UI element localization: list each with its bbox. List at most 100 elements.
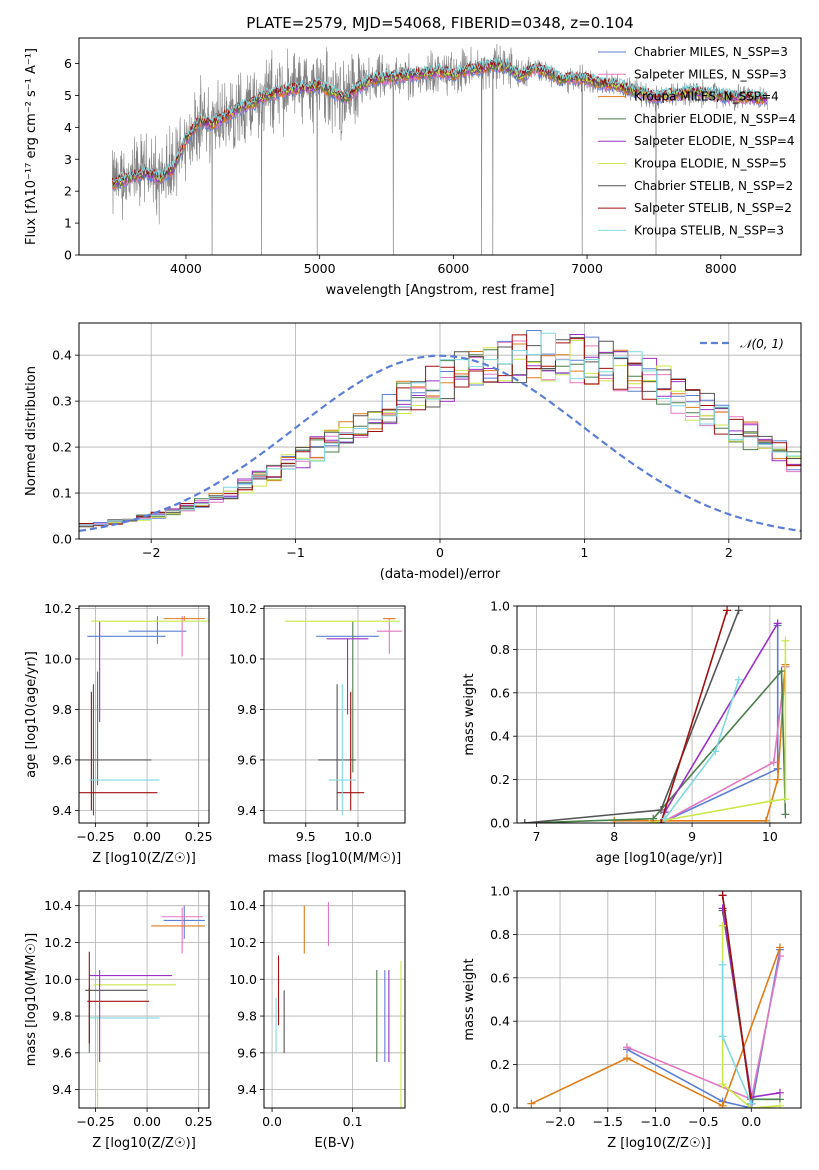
x-axis-label: Z [log10(Z/Z☉)]	[92, 851, 196, 866]
y-tick-label: 5	[64, 88, 72, 103]
y-tick-label: 2	[64, 184, 72, 199]
legend-label: Chabrier MILES, N_SSP=3	[634, 45, 788, 59]
panel-mass-vs-EBV: 0.0 0.1 9.4 9.6 9.8 10.0 10.2 10.4 E(B-V)	[229, 890, 406, 1151]
y-tick-label: 10.2	[229, 935, 257, 950]
y-tick-label: 10.2	[44, 601, 72, 616]
panel-residuals: −2 −1 0 1 2 0.0 0.1 0.2 0.3 0.4 (data-model)/error…	[24, 322, 802, 582]
y-tick-label: 9.4	[52, 1082, 72, 1097]
data-point-marker	[711, 747, 720, 756]
y-tick-label: 9.6	[237, 752, 257, 767]
legend-label: 𝒩(0, 1)	[740, 337, 784, 351]
plot-area-spectrum	[112, 43, 768, 255]
y-tick-label: 0.6	[490, 970, 510, 985]
grid-mass-vs-Z	[79, 891, 209, 1108]
axes-frame	[78, 605, 210, 824]
axes-frame	[263, 890, 406, 1109]
mass-weight-line	[664, 622, 779, 813]
y-tick-label: 0.0	[490, 816, 510, 831]
mass-weight-line	[660, 610, 728, 823]
data-point-marker	[649, 814, 658, 823]
y-tick-label: 0.1	[52, 486, 72, 501]
mass-weight-line	[524, 610, 740, 823]
plot-area-residuals	[79, 330, 801, 532]
x-tick-label: 4000	[170, 261, 202, 276]
mass-weight-line	[614, 664, 787, 822]
axes-frame	[78, 890, 210, 1109]
x-axis-label: mass [log10(M/M☉)]	[268, 851, 401, 866]
data-point-marker	[773, 775, 782, 784]
plot-area-mass-vs-Z	[85, 905, 205, 1108]
y-axis-label: mass [log10(M/M☉)]	[24, 933, 39, 1066]
legend-label: Chabrier ELODIE, N_SSP=4	[634, 112, 796, 126]
x-tick-label: 10	[762, 829, 778, 844]
y-tick-label: 0.3	[52, 394, 72, 409]
mass-weight-line	[524, 669, 787, 823]
y-tick-label: 0.4	[52, 348, 72, 363]
data-point-marker	[622, 1054, 631, 1063]
data-point-marker	[781, 636, 790, 645]
data-point-marker	[656, 805, 665, 814]
panel-age-vs-mass: 9.5 10.0 9.4 9.6 9.8 10.0 10.2 mass [log10(M/M☉…	[229, 601, 406, 866]
y-tick-label: 0.0	[490, 1101, 510, 1116]
y-tick-label: 1.0	[490, 599, 510, 614]
grid-massweight-vs-age	[517, 605, 801, 824]
y-tick-label: 0.8	[490, 642, 510, 657]
y-axis-label: age [log10(age/yr)]	[24, 651, 39, 778]
x-tick-label: 5000	[304, 261, 336, 276]
x-tick-label: 10.0	[344, 829, 372, 844]
data-point-marker	[761, 816, 770, 823]
axes-frame	[516, 605, 802, 824]
x-tick-label: −1	[286, 545, 304, 560]
model-spectrum-line	[112, 57, 768, 183]
x-tick-label: 9	[688, 829, 696, 844]
data-point-marker	[773, 619, 782, 628]
x-axis-label: age [log10(age/yr)]	[596, 851, 723, 866]
x-tick-label: 1	[580, 545, 588, 560]
axes-frame	[516, 890, 802, 1109]
mass-weight-line	[649, 640, 787, 823]
x-tick-label: 6000	[437, 261, 469, 276]
data-point-marker	[718, 1080, 727, 1089]
legend-label: Kroupa STELIB, N_SSP=3	[634, 223, 784, 237]
axes-frame	[263, 605, 406, 824]
x-tick-label: −1.5	[593, 1114, 623, 1129]
grid-mass-vs-EBV	[264, 891, 405, 1108]
legend-label: Salpeter ELODIE, N_SSP=4	[634, 134, 795, 148]
y-tick-label: 10.0	[229, 651, 257, 666]
data-point-marker	[777, 667, 786, 676]
grid-massweight-vs-Z	[517, 890, 801, 1109]
legend-label: Chabrier STELIB, N_SSP=2	[634, 179, 793, 193]
y-tick-label: 4	[64, 120, 72, 135]
plot-area-age-vs-Z	[79, 616, 209, 816]
x-tick-label: −1.0	[640, 1114, 670, 1129]
x-tick-label: 8000	[705, 261, 737, 276]
panel-spectrum: 4000 5000 6000 7000 8000 0 1 2 3 4 5 6 wavelength [A…	[24, 37, 802, 298]
mass-weight-line	[721, 895, 753, 1104]
plot-area-massweight-vs-Z	[527, 891, 784, 1108]
data-point-marker	[781, 810, 790, 819]
axes-frame	[78, 322, 802, 540]
x-tick-label: 0.00	[133, 829, 161, 844]
x-tick-label: 0.00	[133, 1114, 161, 1129]
data-point-marker	[734, 606, 743, 615]
data-point-marker	[765, 797, 774, 806]
data-point-marker	[775, 943, 784, 952]
x-tick-label: 0.25	[185, 1114, 213, 1129]
y-tick-label: 0.0	[52, 532, 72, 547]
y-tick-label: 9.4	[52, 803, 72, 818]
y-tick-label: 10.2	[44, 935, 72, 950]
y-tick-label: 10.0	[44, 651, 72, 666]
y-tick-label: 9.6	[52, 752, 72, 767]
legend: Chabrier MILES, N_SSP=3 Salpeter MILES, N…	[598, 45, 796, 237]
y-tick-label: 10.0	[44, 972, 72, 987]
y-tick-label: 9.8	[52, 702, 72, 717]
plot-area-mass-vs-EBV	[275, 902, 402, 1108]
x-tick-label: −0.5	[688, 1114, 718, 1129]
data-point-marker	[660, 814, 669, 823]
panel-massweight-vs-Z: −2.0 −1.5 −1.0 −0.5 0.0 0.0 0.2 0.4 0.6 0.8 1.0 Z […	[462, 884, 802, 1151]
x-tick-label: 2	[725, 545, 733, 560]
x-tick-label: 0	[436, 545, 444, 560]
x-tick-label: 0.1	[343, 1114, 363, 1129]
y-tick-label: 9.4	[237, 1082, 257, 1097]
